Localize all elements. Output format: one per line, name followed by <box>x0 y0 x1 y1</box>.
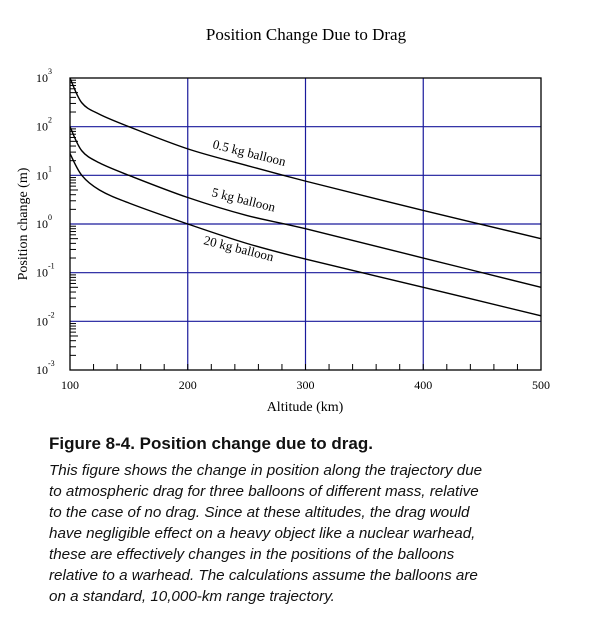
series-label-20kg: 20 kg balloon <box>202 232 275 264</box>
caption-line: This figure shows the change in position… <box>49 462 483 479</box>
plot-frame <box>69 77 542 371</box>
caption-line: have negligible effect on a heavy object… <box>49 525 476 542</box>
caption-line: to atmospheric drag for three balloons o… <box>49 483 479 500</box>
figure-caption-title: Figure 8-4. Position change due to drag. <box>49 434 373 453</box>
y-tick-label: 103 <box>36 67 52 85</box>
x-tick-label: 300 <box>297 378 315 392</box>
x-tick-label: 200 <box>179 378 197 392</box>
x-axis-label: Altitude (km) <box>267 400 344 415</box>
y-tick-label: 101 <box>36 164 52 182</box>
series-line-0-5-kg-balloon <box>69 77 542 240</box>
caption-line: relative to a warhead. The calculations … <box>49 567 478 584</box>
x-tick-label: 100 <box>61 378 79 392</box>
series-label-5kg: 5 kg balloon <box>210 184 277 214</box>
caption-line: these are effectively changes in the pos… <box>49 546 455 563</box>
x-tick-label: 500 <box>532 378 550 392</box>
y-axis-label: Position change (m) <box>16 167 31 280</box>
x-tick-label: 400 <box>414 378 432 392</box>
grid <box>70 78 541 370</box>
y-tick-label: 102 <box>36 116 52 134</box>
caption-line: to the case of no drag. Since at these a… <box>49 504 470 521</box>
series-line-5-kg-balloon <box>69 126 542 288</box>
chart: Position Change Due to Drag 100 200 300 400… <box>16 25 550 415</box>
y-tick-label: 10-3 <box>36 359 55 377</box>
y-tick-label: 100 <box>36 213 52 231</box>
series-lines <box>69 77 542 317</box>
caption-line: on a standard, 10,000-km range trajector… <box>49 588 335 605</box>
y-tick-label: 10-1 <box>36 262 55 280</box>
y-tick-label: 10-2 <box>36 310 55 328</box>
series-line-20-kg-balloon <box>69 153 542 317</box>
figure-caption-body: This figure shows the change in position… <box>49 460 482 607</box>
series-label-0-5kg: 0.5 kg balloon <box>211 136 288 169</box>
chart-title: Position Change Due to Drag <box>206 25 407 44</box>
x-tick-labels: 100 200 300 400 500 <box>61 378 550 392</box>
y-tick-labels: 103 102 101 100 10-1 10-2 10-3 <box>36 67 55 377</box>
